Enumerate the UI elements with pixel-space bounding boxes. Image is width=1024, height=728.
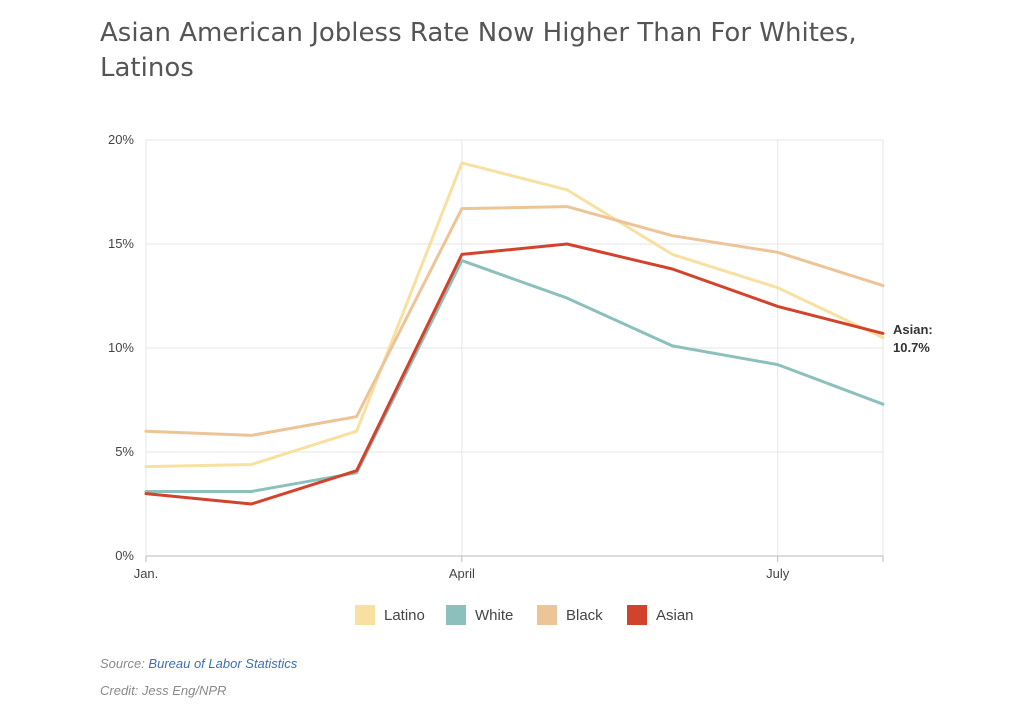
legend-swatch-white: [446, 605, 466, 625]
series-line-white: [144, 259, 885, 493]
legend-swatch-latino: [355, 605, 375, 625]
axis-labels: 0% 5% 10% 15% 20% Jan. April July: [108, 132, 790, 581]
chart-title: Asian American Jobless Rate Now Higher T…: [100, 18, 857, 83]
legend: Latino White Black Asian: [0, 603, 1024, 627]
legend-label-asian: Asian: [656, 606, 694, 624]
asian-annotation-line2: 10.7%: [893, 340, 930, 355]
legend-item-latino[interactable]: Latino: [355, 603, 425, 627]
source-note: Source: Bureau of Labor Statistics: [100, 656, 297, 671]
line-chart: 0% 5% 10% 15% 20% Jan. April July Asian: 10.7%: [108, 132, 933, 581]
legend-item-black[interactable]: Black: [537, 603, 603, 627]
x-tick-label: April: [449, 566, 475, 581]
y-tick-label: 15%: [108, 236, 134, 251]
series-line-latino: [144, 161, 885, 469]
source-prefix: Source:: [100, 656, 149, 671]
legend-label-black: Black: [566, 606, 603, 624]
y-tick-label: 5%: [115, 444, 134, 459]
series-line-black: [144, 205, 885, 437]
y-tick-label: 10%: [108, 340, 134, 355]
series-lines: [144, 161, 885, 506]
legend-label-latino: Latino: [384, 606, 425, 624]
grid-lines: [145, 139, 884, 562]
asian-annotation-line1: Asian:: [893, 322, 933, 337]
y-tick-label: 0%: [115, 548, 134, 563]
credit-note: Credit: Jess Eng/NPR: [100, 683, 227, 698]
x-tick-label: July: [766, 566, 790, 581]
source-link[interactable]: Bureau of Labor Statistics: [148, 656, 298, 671]
series-line-asian: [144, 242, 885, 506]
y-tick-label: 20%: [108, 132, 134, 147]
legend-swatch-black: [537, 605, 557, 625]
x-tick-label: Jan.: [134, 566, 159, 581]
legend-label-white: White: [475, 606, 514, 624]
legend-item-asian[interactable]: Asian: [627, 603, 694, 627]
legend-swatch-asian: [627, 605, 647, 625]
legend-item-white[interactable]: White: [446, 603, 513, 627]
